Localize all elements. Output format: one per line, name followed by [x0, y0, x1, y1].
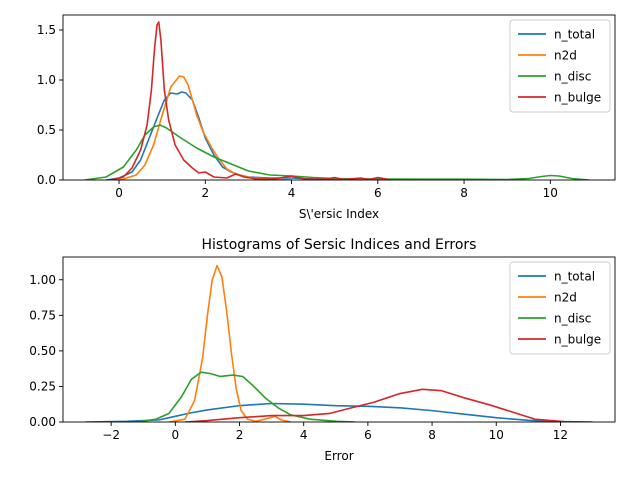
- legend-box: [509, 19, 611, 113]
- x-tick-label: 4: [288, 186, 296, 200]
- x-tick-label: −2: [102, 428, 120, 442]
- y-tick-label: 0.75: [29, 308, 56, 322]
- axes-frame: [62, 256, 616, 423]
- x-tick-label: 10: [543, 186, 558, 200]
- y-tick-label: 1.0: [37, 73, 56, 87]
- x-tick-label: 10: [489, 428, 504, 442]
- legend-label-n2d: n2d: [554, 291, 577, 305]
- x-axis-label: Error: [324, 449, 353, 463]
- legend-label-n_disc: n_disc: [554, 312, 591, 326]
- series-line-n_disc: [84, 124, 590, 180]
- axes-frame: [62, 14, 616, 181]
- x-tick-label: 8: [428, 428, 436, 442]
- legend-label-n_bulge: n_bulge: [554, 91, 601, 105]
- legend-box: [509, 261, 611, 355]
- y-tick-label: 0.5: [37, 123, 56, 137]
- series-line-n2d: [168, 264, 292, 422]
- legend-label-n_total: n_total: [554, 28, 595, 42]
- y-tick-label: 0.25: [29, 379, 56, 393]
- x-tick-label: 6: [364, 428, 372, 442]
- x-tick-label: 0: [172, 428, 180, 442]
- series-line-n_total: [85, 402, 593, 422]
- x-tick-label: 2: [201, 186, 209, 200]
- legend-label-n_bulge: n_bulge: [554, 333, 601, 347]
- legend-label-n_total: n_total: [554, 270, 595, 284]
- bottom-subplot: −2 0 2 4 6 8 10 12 0.00 0.25 0.50 0.75 1.00 Error Hist…: [29, 237, 616, 463]
- chart-title: Histograms of Sersic Indices and Errors: [202, 237, 477, 253]
- x-axis-label: S\'ersic Index: [299, 207, 379, 221]
- series-line-n_bulge: [184, 388, 567, 422]
- series-line-n_bulge: [110, 21, 391, 180]
- x-tick-label: 4: [300, 428, 308, 442]
- legend-label-n_disc: n_disc: [554, 70, 591, 84]
- top-subplot: 0 2 4 6 8 10 0.0 0.5 1.0 1.5 S\'ersic Index n_total…: [37, 14, 616, 221]
- y-tick-label: 0.0: [37, 173, 56, 187]
- x-tick-label: 12: [553, 428, 568, 442]
- x-tick-label: 6: [374, 186, 382, 200]
- legend: n_total n2d n_disc n_bulge: [509, 19, 611, 113]
- y-tick-label: 1.00: [29, 273, 56, 287]
- legend-label-n2d: n2d: [554, 49, 577, 63]
- x-tick-label: 8: [460, 186, 468, 200]
- y-tick-label: 1.5: [37, 23, 56, 37]
- x-tick-label: 2: [236, 428, 244, 442]
- x-tick-label: 0: [115, 186, 123, 200]
- y-tick-label: 0.50: [29, 344, 56, 358]
- y-tick-label: 0.00: [29, 415, 56, 429]
- legend: n_total n2d n_disc n_bulge: [509, 261, 611, 355]
